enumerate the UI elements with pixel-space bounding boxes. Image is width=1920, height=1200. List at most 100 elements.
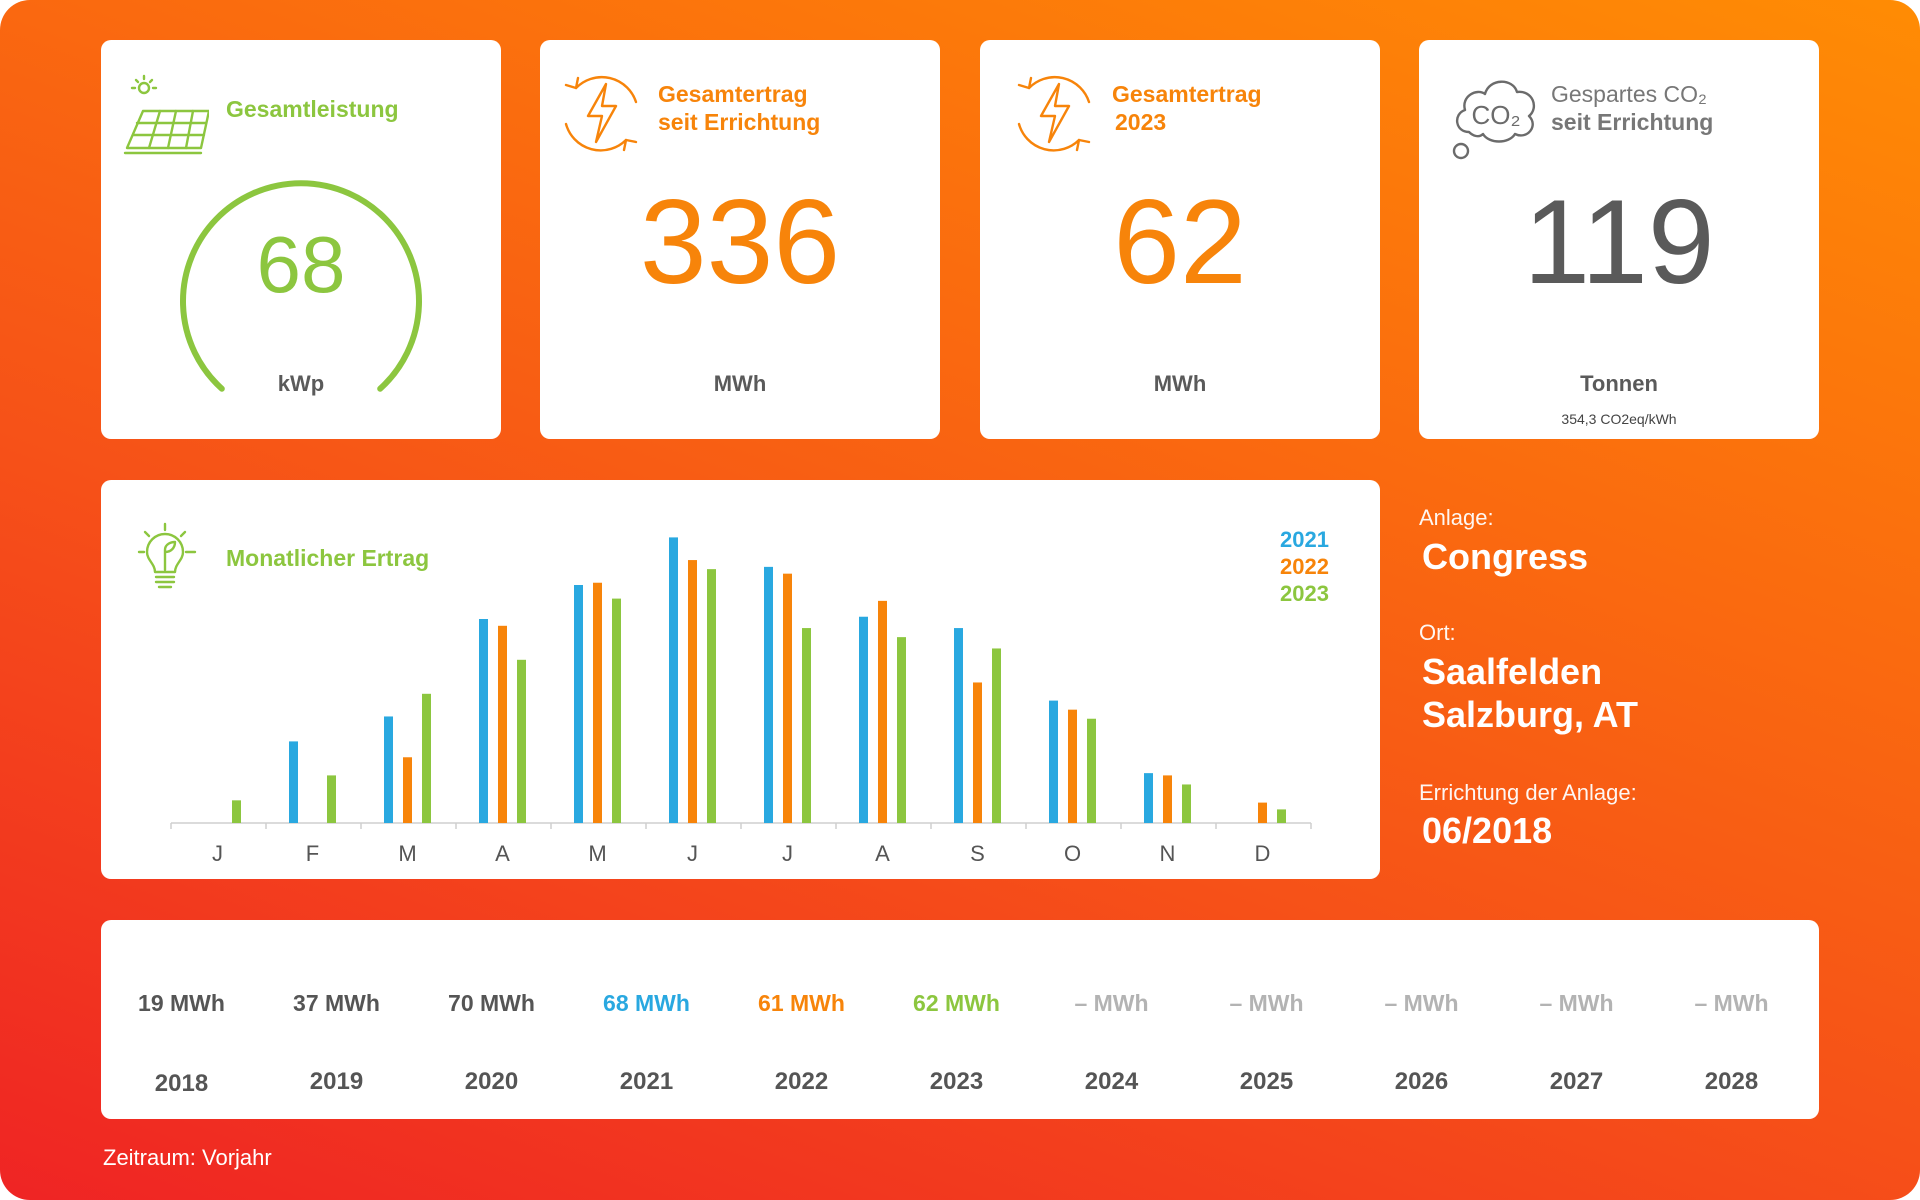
plant-label: Anlage: [1419,505,1494,530]
power-card: Gesamtleistung 68 kWp [101,40,501,439]
bar-2022-8 [973,682,982,823]
x-tick-label: M [588,841,606,866]
monthly-yield-title: Monatlicher Ertrag [226,545,430,571]
co2-cloud-icon: CO₂ [1452,80,1536,160]
yield-2023-card: Gesamtertrag 2023 62 MWh [980,40,1380,439]
total-yield-title-line1: Gesamtertrag [658,81,808,107]
x-tick-label: F [306,841,319,866]
year-label-2025: 2025 [1239,1068,1294,1095]
year-label-2027: 2027 [1549,1068,1604,1095]
bar-2023-6 [802,628,811,823]
yearly-yield-card: 19 MWh 2018 37 MWh 2019 70 MWh 2020 68 MWh 2021… [101,920,1819,1119]
year-label-2021: 2021 [619,1068,674,1095]
x-tick-label: J [212,841,223,866]
yield-2023-title: Gesamtertrag 2023 [1112,80,1262,136]
co2-icon-text: CO₂ [1471,100,1520,130]
bar-2021-8 [954,628,963,823]
bar-2022-11 [1258,802,1267,823]
year-value-2028: – MWh [1694,990,1769,1016]
energy-cycle-icon [1017,75,1091,152]
lightbulb-leaf-icon [137,522,197,589]
total-yield-title: Gesamtertrag seit Errichtung [658,80,820,136]
bar-2021-2 [384,716,393,823]
year-label-2022: 2022 [774,1068,829,1095]
bar-2023-9 [1087,718,1096,823]
install-value: 06/2018 [1422,810,1553,851]
bar-2023-11 [1277,809,1286,823]
year-label-2020: 2020 [464,1068,519,1095]
bar-2022-2 [403,757,412,823]
bar-2023-2 [422,693,431,823]
yield-2023-title-line1: Gesamtertrag [1112,81,1262,107]
yield-2023-value: 62 [1113,175,1247,309]
bar-2023-0 [232,800,241,823]
x-tick-label: O [1064,841,1081,866]
x-tick-label: D [1255,841,1271,866]
x-tick-label: M [398,841,416,866]
bar-2022-7 [878,600,887,823]
bar-2022-5 [688,560,697,823]
bar-2023-4 [612,598,621,823]
total-yield-card: Gesamtertrag seit Errichtung 336 MWh [540,40,940,439]
bar-2023-7 [897,637,906,823]
bar-2021-10 [1144,773,1153,823]
year-label-2026: 2026 [1394,1068,1449,1095]
x-tick-label: N [1160,841,1176,866]
location-line2: Salzburg, AT [1422,694,1638,735]
year-label-2019: 2019 [309,1068,364,1095]
year-value-2025: – MWh [1229,990,1304,1016]
total-yield-title-line2: seit Errichtung [658,109,821,135]
co2-note: 354,3 CO2eq/kWh [1561,411,1677,427]
install-label: Errichtung der Anlage: [1419,780,1637,805]
bar-2022-4 [593,582,602,823]
bar-2022-10 [1163,775,1172,823]
year-value-2027: – MWh [1539,990,1614,1016]
bar-2021-9 [1049,700,1058,823]
year-value-2021: 68 MWh [603,990,690,1016]
total-yield-value: 336 [639,175,841,309]
yield-2023-title-line2: 2023 [1115,109,1167,135]
year-value-2019: 37 MWh [293,990,380,1016]
power-title: Gesamtleistung [226,96,399,122]
monthly-yield-card: Monatlicher Ertrag J F M A M J J A S O N D 2021 2022 2… [101,480,1380,879]
yield-2023-unit: MWh [1153,371,1207,396]
x-tick-label: A [495,841,510,866]
year-label-2018: 2018 [154,1070,209,1097]
bar-2022-6 [783,573,792,823]
location-line1: Saalfelden [1422,651,1603,692]
bar-2021-6 [764,566,773,823]
legend-item-2021: 2021 [1280,527,1329,552]
period-text: Zeitraum: Vorjahr [103,1145,272,1170]
location-label: Ort: [1419,620,1456,645]
bar-2022-3 [498,625,507,823]
energy-cycle-icon [564,75,638,152]
bar-2023-10 [1182,784,1191,823]
year-value-2024: – MWh [1074,990,1149,1016]
co2-title-line1: Gespartes CO₂ [1551,81,1707,107]
bar-2021-3 [479,619,488,823]
bar-2021-5 [669,537,678,823]
bar-2023-5 [707,569,716,823]
year-label-2023: 2023 [929,1068,984,1095]
co2-unit: Tonnen [1580,371,1658,396]
power-gauge [180,180,422,392]
co2-title: Gespartes CO₂ seit Errichtung [1551,80,1713,136]
legend-item-2023: 2023 [1280,581,1329,606]
co2-title-line2: seit Errichtung [1551,109,1714,135]
x-tick-label: A [875,841,890,866]
solar-panel-icon [123,74,209,155]
bar-2021-7 [859,616,868,823]
year-value-2023: 62 MWh [913,990,1000,1016]
bar-2022-9 [1068,709,1077,823]
x-tick-label: J [687,841,698,866]
co2-card: CO₂ Gespartes CO₂ seit Errichtung 119 To… [1419,40,1819,439]
year-label-2028: 2028 [1704,1068,1759,1095]
year-value-2018: 19 MWh [138,990,225,1016]
plant-value: Congress [1422,536,1589,577]
x-tick-label: S [970,841,985,866]
total-yield-unit: MWh [713,371,767,396]
year-value-2026: – MWh [1384,990,1459,1016]
year-label-2024: 2024 [1084,1068,1139,1095]
